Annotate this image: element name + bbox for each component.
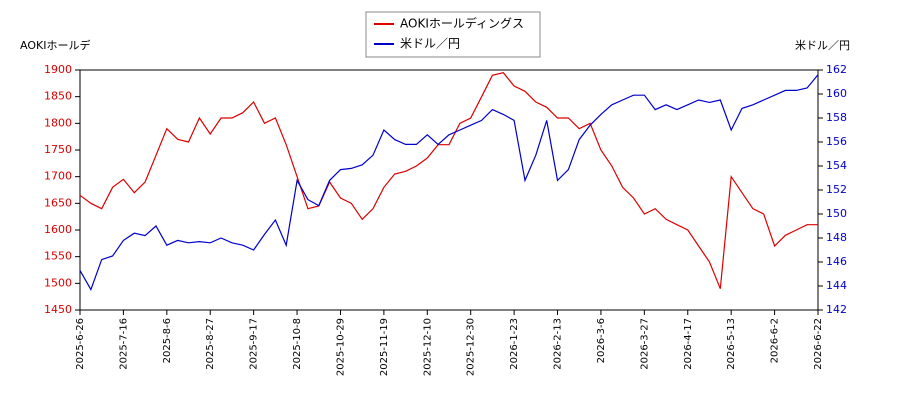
y2-axis-title: 米ドル／円 <box>795 39 850 52</box>
x-tick-label: 2025-9-17 <box>249 318 260 370</box>
x-tick-label: 2025-6-26 <box>75 318 86 370</box>
y2-tick-label: 146 <box>826 255 847 268</box>
y2-tick-label: 160 <box>826 87 847 100</box>
x-tick-label: 2025-7-16 <box>118 318 129 370</box>
x-tick-label: 2025-11-19 <box>379 318 390 376</box>
y2-tick-label: 162 <box>826 63 847 76</box>
x-tick-label: 2026-1-23 <box>509 318 520 370</box>
legend-label: 米ドル／円 <box>400 37 460 51</box>
x-tick-label: 2026-2-13 <box>553 318 564 370</box>
x-tick-label: 2025-8-27 <box>205 318 216 370</box>
x-tick-label: 2025-10-29 <box>335 318 346 376</box>
y2-tick-label: 158 <box>826 111 847 124</box>
x-tick-label: 2026-3-6 <box>596 318 607 363</box>
x-tick-label: 2025-8-6 <box>162 318 173 363</box>
y-tick-label: 1800 <box>44 116 72 129</box>
y-tick-label: 1750 <box>44 143 72 156</box>
y2-tick-label: 152 <box>826 183 847 196</box>
x-tick-label: 2025-10-8 <box>292 318 303 370</box>
y2-tick-label: 150 <box>826 207 847 220</box>
x-tick-label: 2026-3-27 <box>639 318 650 370</box>
legend-box <box>365 11 541 58</box>
x-tick-label: 2026-6-2 <box>770 318 781 363</box>
y2-tick-label: 144 <box>826 279 847 292</box>
y-tick-label: 1500 <box>44 276 72 289</box>
legend-label: AOKIホールディングス <box>400 16 524 31</box>
y2-tick-label: 156 <box>826 135 847 148</box>
y-axis-title: AOKIホールデ <box>20 38 90 52</box>
x-tick-label: 2026-6-22 <box>813 318 824 370</box>
y-tick-label: 1450 <box>44 303 72 316</box>
y-tick-label: 1850 <box>44 90 72 103</box>
series-line <box>79 74 819 292</box>
y-tick-label: 1700 <box>44 170 72 183</box>
y-tick-label: 1550 <box>44 250 72 263</box>
y-tick-label: 1650 <box>44 196 72 209</box>
y-tick-label: 1600 <box>44 223 72 236</box>
x-tick-label: 2026-4-17 <box>683 318 694 370</box>
x-tick-label: 2025-12-30 <box>466 318 477 376</box>
y2-tick-label: 142 <box>826 303 847 316</box>
y2-tick-label: 154 <box>826 159 847 172</box>
series-line <box>79 72 818 289</box>
y-tick-label: 1900 <box>44 63 72 76</box>
plot-area <box>79 69 819 311</box>
x-tick-label: 2025-12-10 <box>422 318 433 376</box>
x-tick-label: 2026-5-13 <box>726 318 737 370</box>
y2-tick-label: 148 <box>826 231 847 244</box>
